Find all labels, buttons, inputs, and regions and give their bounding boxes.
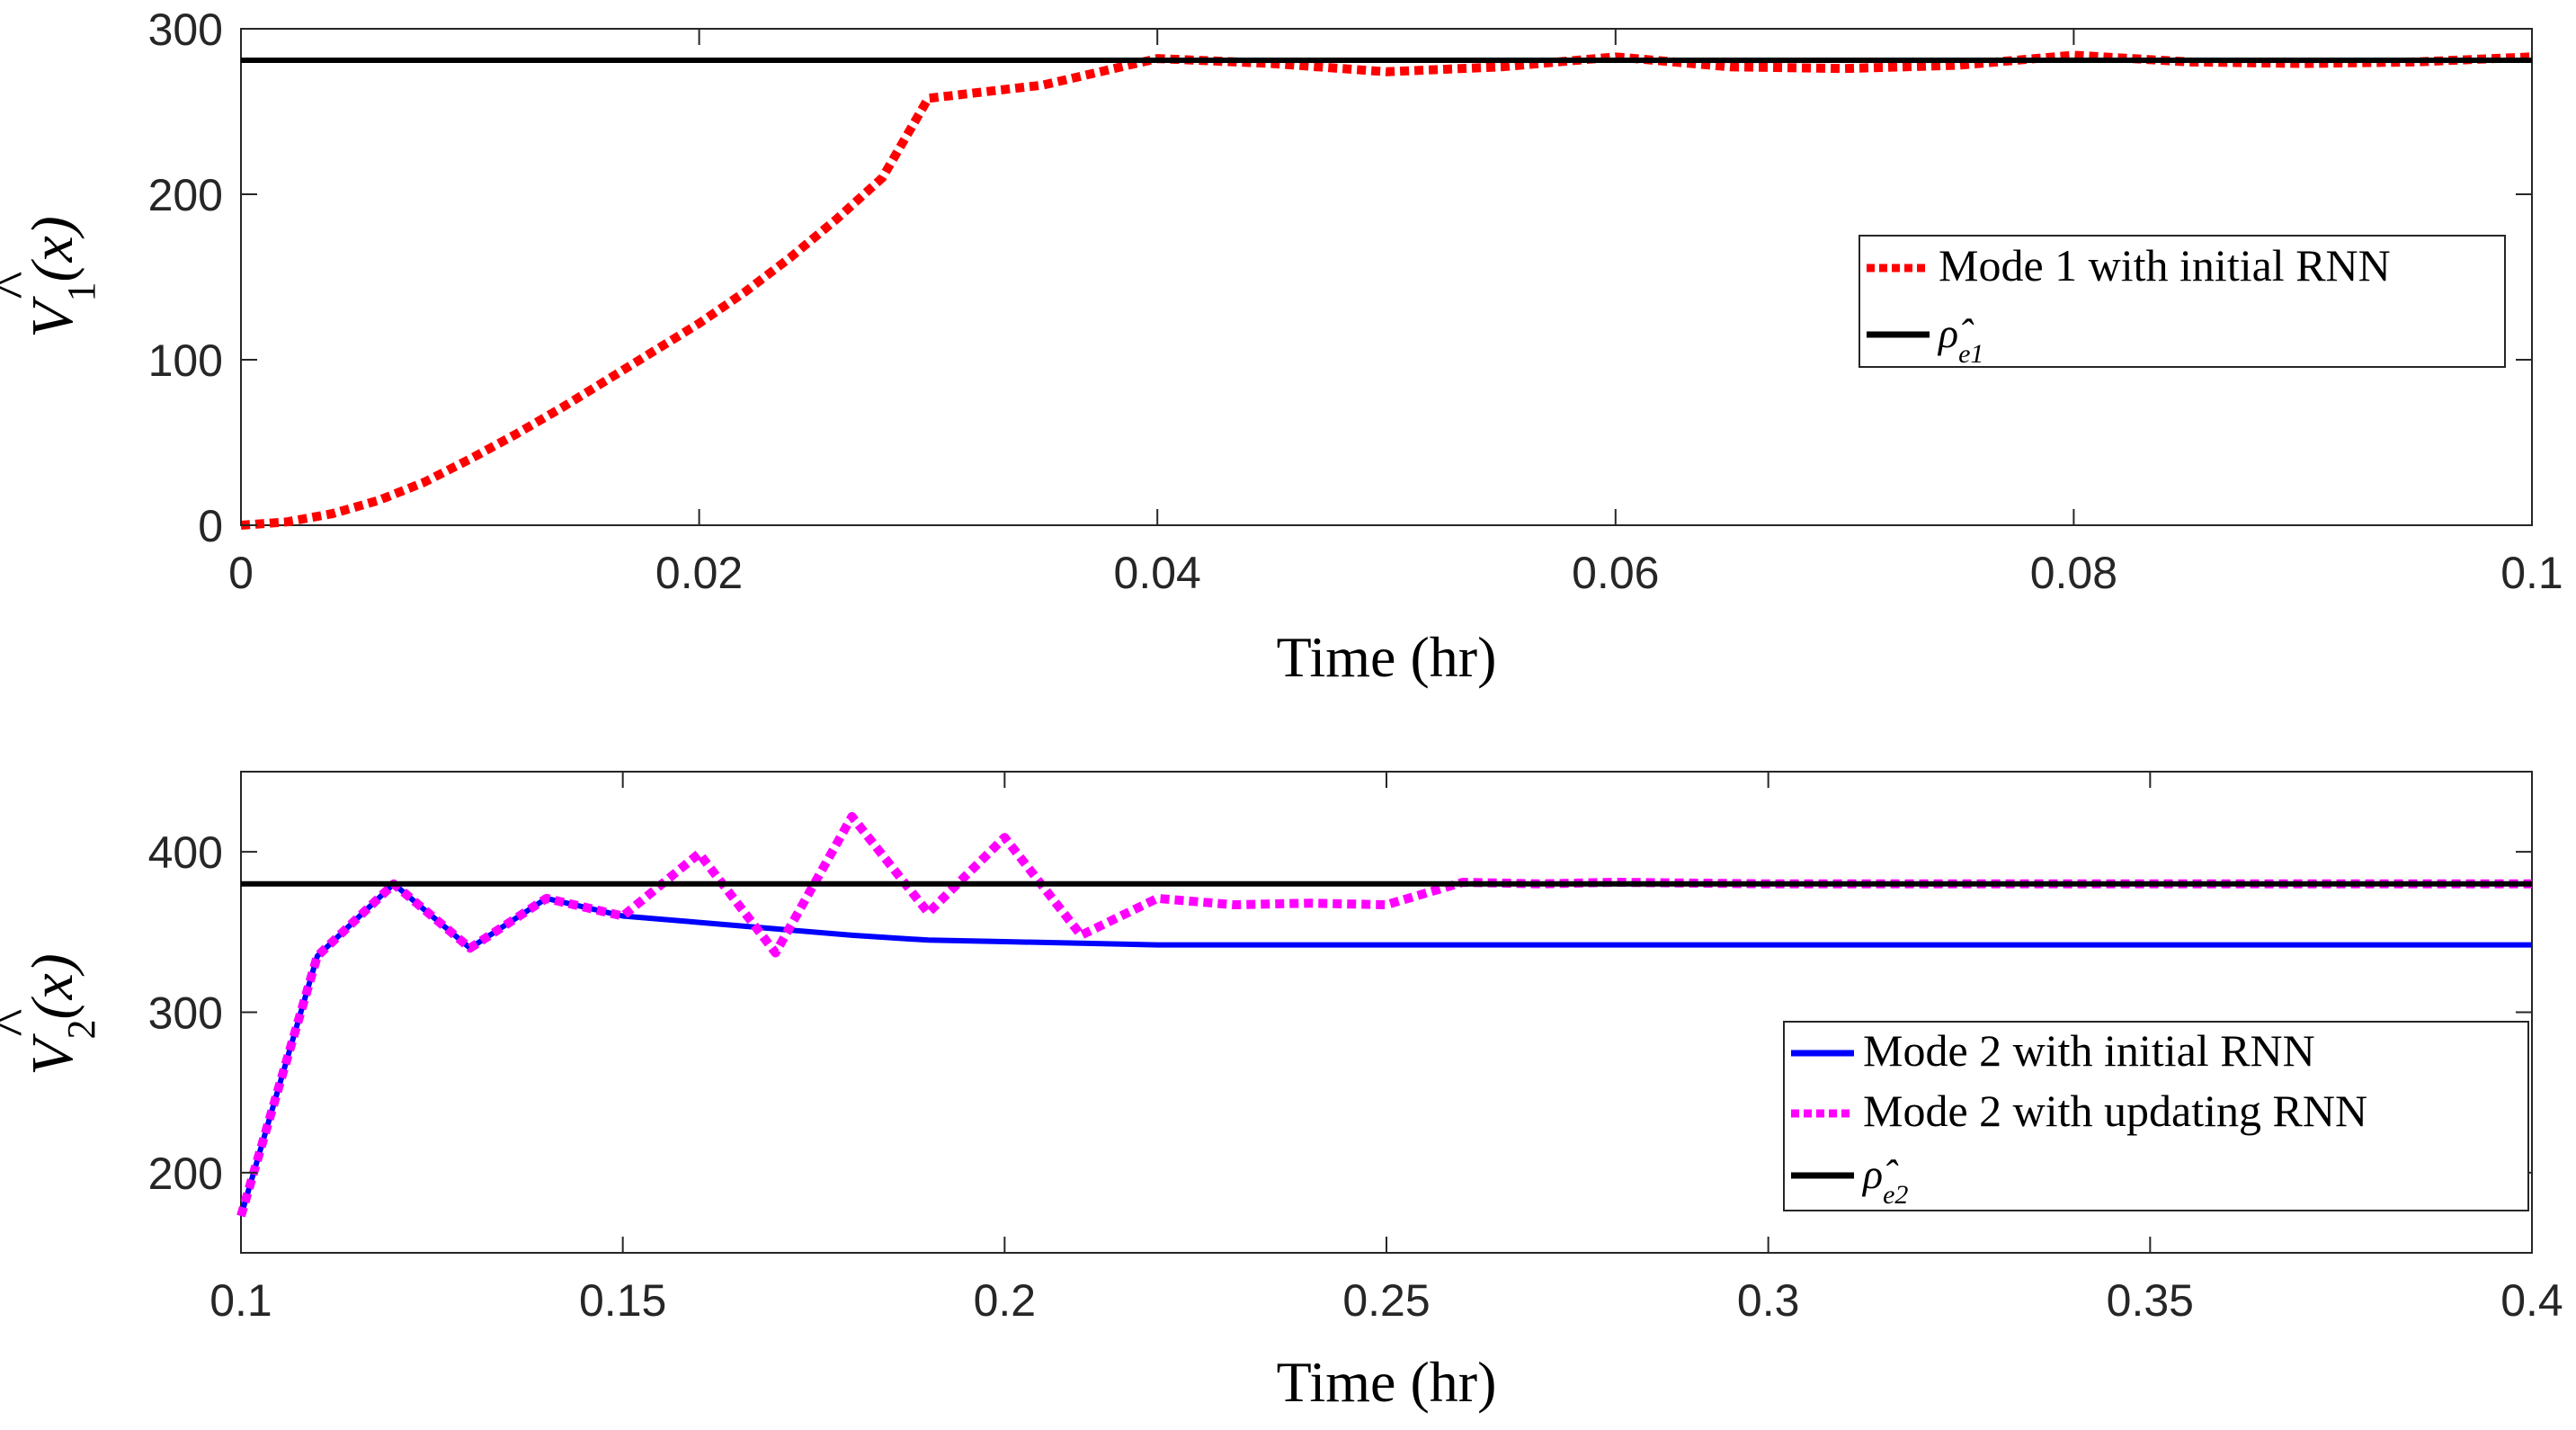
y-axis-label: V1(x) ^ <box>0 216 103 338</box>
legend-label-mode2-initial: Mode 2 with initial RNN <box>1863 1025 2315 1076</box>
top-panel: 0 0.02 0.04 0.06 0.08 0.1 0 100 200 300 Time (hr… <box>0 4 2563 689</box>
y-axis-label: V2(x) ^ <box>0 953 103 1076</box>
y-tick-label: 200 <box>148 1148 223 1199</box>
legend: Mode 2 with initial RNN Mode 2 with upda… <box>1783 1021 2529 1211</box>
x-axis-label: Time (hr) <box>1277 1350 1497 1414</box>
x-tick-label: 0.08 <box>2030 548 2117 598</box>
x-tick-label: 0 <box>228 548 254 598</box>
legend: Mode 1 with initial RNN ρ̂e1 <box>1858 235 2506 369</box>
x-tick-label: 0.25 <box>1342 1275 1430 1326</box>
series-line-1 <box>240 50 2533 530</box>
svg-text:V1(x): V1(x) <box>20 216 103 338</box>
y-tick-label: 300 <box>148 988 223 1039</box>
x-tick-label: 0.04 <box>1114 548 1201 598</box>
x-axis-label: Time (hr) <box>1277 625 1497 689</box>
x-tick-label: 0.1 <box>2500 548 2563 598</box>
x-tick-label: 0.06 <box>1572 548 1659 598</box>
bottom-panel: 0.1 0.15 0.2 0.25 0.3 0.35 0.4 200 300 400 Time … <box>0 771 2563 1414</box>
svg-text:^: ^ <box>0 1009 46 1038</box>
y-tick-label: 200 <box>148 170 223 220</box>
x-tick-label: 0.3 <box>1737 1275 1800 1326</box>
y-tick-label: 300 <box>148 4 223 55</box>
legend-box <box>1858 235 2506 368</box>
x-tick-label: 0.1 <box>209 1275 272 1326</box>
x-tick-label: 0.15 <box>579 1275 666 1326</box>
y-tick-label: 400 <box>148 827 223 878</box>
y-tick-label: 0 <box>198 501 223 551</box>
x-tick-label: 0.35 <box>2107 1275 2194 1326</box>
y-tick-label: 100 <box>148 335 223 386</box>
series-line-1 <box>238 880 2532 1217</box>
svg-text:^: ^ <box>0 272 46 300</box>
x-tick-label: 0.4 <box>2500 1275 2563 1326</box>
legend-box <box>1783 1021 2529 1211</box>
legend-label-mode1: Mode 1 with initial RNN <box>1939 240 2391 290</box>
x-tick-label: 0.2 <box>974 1275 1037 1326</box>
x-tick-label: 0.02 <box>655 548 743 598</box>
svg-text:V2(x): V2(x) <box>20 953 103 1076</box>
legend-label-mode2-updating: Mode 2 with updating RNN <box>1863 1086 2367 1136</box>
